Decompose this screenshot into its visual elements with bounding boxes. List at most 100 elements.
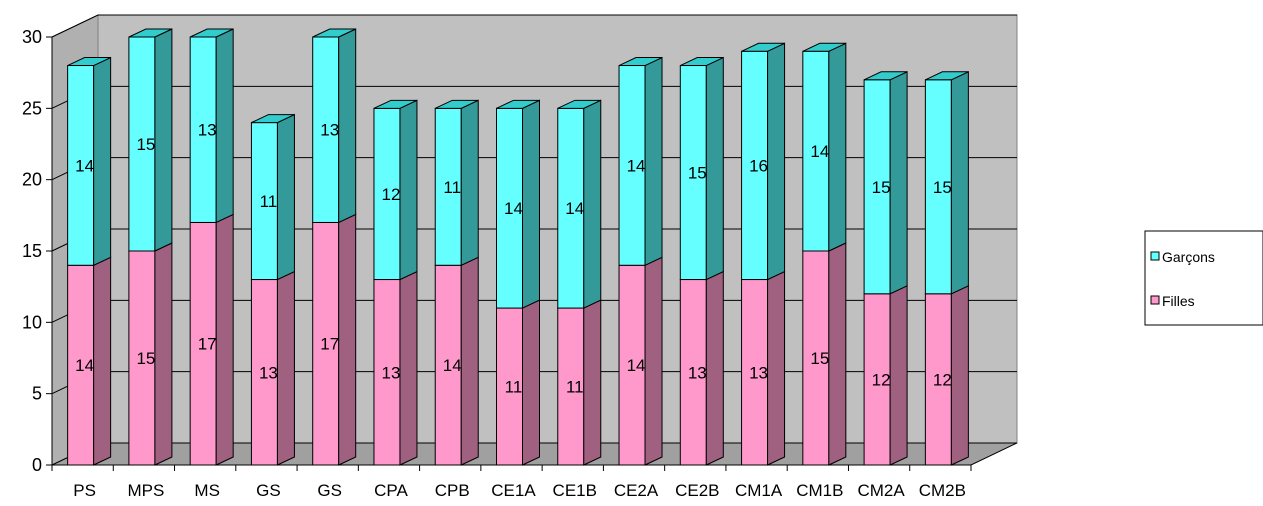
data-label-garçons: 11 — [260, 192, 278, 211]
data-label-filles: 14 — [443, 356, 462, 375]
bar-side-garçons — [889, 71, 908, 295]
y-tick-labels: 0 5 10 15 20 25 30 — [22, 27, 42, 475]
bar-front-garçons — [557, 107, 585, 309]
data-label-garçons: 15 — [688, 164, 707, 183]
bar-top-garçons — [189, 28, 234, 38]
x-category-labels: PS MPS MS GS GS CPA CPB CE1A CE1B CE2A CE2B CM1A CM1… — [73, 481, 966, 500]
bar-side-filles — [338, 213, 357, 466]
bar-front-garçons — [679, 65, 707, 281]
bar-front-garçons — [802, 50, 830, 252]
bar-side-garçons — [705, 56, 724, 281]
bar-top-garçons — [557, 99, 601, 109]
bar-front-garçons — [67, 65, 95, 266]
bar-side-garçons — [399, 99, 418, 281]
y-tick-label: 15 — [22, 241, 42, 261]
data-label-garçons: 13 — [198, 121, 217, 140]
legend-box — [1144, 230, 1263, 326]
bar-front-garçons — [741, 50, 769, 281]
y-tick-label: 20 — [22, 170, 42, 190]
x-category-label: CM1B — [796, 481, 843, 500]
bar-side-garçons — [583, 99, 602, 309]
bar-side-filles — [644, 256, 663, 466]
bar-side-filles — [154, 242, 173, 466]
bar-side-garçons — [276, 113, 295, 281]
data-label-garçons: 13 — [320, 121, 339, 140]
bar-top-garçons — [618, 57, 663, 67]
bar-front-filles — [679, 279, 707, 466]
x-category-label: CM2A — [857, 481, 905, 500]
bar-front-filles — [373, 279, 401, 466]
bar-side-filles — [399, 270, 418, 466]
y-tick-label: 25 — [22, 98, 42, 118]
bar-side-filles — [276, 270, 295, 466]
bar-top-garçons — [680, 57, 724, 67]
data-label-filles: 17 — [320, 335, 339, 354]
bar-top-garçons — [741, 42, 785, 52]
bar-top-garçons — [435, 99, 479, 109]
x-category-label: CPA — [374, 481, 408, 500]
data-label-filles: 12 — [933, 370, 952, 389]
bar-front-garçons — [434, 107, 462, 266]
data-label-filles: 14 — [627, 356, 646, 375]
bar-side-garçons — [215, 28, 234, 224]
bar-top-garçons — [67, 57, 111, 67]
legend-swatch-filles — [1150, 295, 1160, 305]
bar-front-garçons — [312, 36, 340, 223]
data-label-filles: 13 — [259, 363, 278, 382]
y-tick-label: 0 — [32, 455, 42, 475]
data-label-filles: 15 — [136, 349, 155, 368]
x-category-label: MPS — [127, 481, 164, 500]
bar-side-filles — [705, 270, 724, 466]
bar-front-filles — [67, 264, 95, 466]
y-tick-label: 5 — [32, 384, 42, 404]
bar-side-garçons — [460, 99, 479, 267]
data-label-garçons: 14 — [810, 142, 829, 161]
bar-side-garçons — [93, 56, 112, 267]
bar-front-garçons — [863, 79, 891, 295]
bar-front-garçons — [189, 36, 217, 223]
data-label-filles: 11 — [505, 378, 523, 397]
data-label-filles: 13 — [382, 363, 401, 382]
gridline — [51, 14, 1017, 38]
bar-front-filles — [802, 250, 830, 466]
data-label-filles: 13 — [749, 363, 768, 382]
x-category-label: MS — [194, 481, 220, 500]
data-label-garçons: 14 — [75, 156, 94, 175]
x-category-label: PS — [73, 481, 96, 500]
data-label-garçons: 14 — [565, 199, 584, 218]
bar-side-filles — [889, 285, 908, 466]
bar-side-filles — [950, 285, 969, 466]
bar-side-garçons — [522, 99, 540, 309]
bar-top-garçons — [863, 71, 908, 81]
x-category-label: CM2B — [919, 481, 966, 500]
data-label-garçons: 15 — [136, 135, 155, 154]
y-tick-label: 30 — [22, 27, 42, 47]
bar-side-garçons — [154, 28, 173, 252]
x-category-label: CE1A — [491, 481, 536, 500]
bar-front-filles — [863, 293, 891, 466]
bar-front-filles — [741, 279, 769, 466]
bar-top-garçons — [251, 114, 295, 124]
bar-side-garçons — [767, 42, 786, 281]
bar-side-garçons — [338, 28, 357, 224]
data-label-garçons: 11 — [443, 178, 461, 197]
bar-top-garçons — [802, 42, 847, 52]
legend: Garçons Filles — [1144, 230, 1263, 326]
bars: 14 14 15 15 17 13 13 11 17 13 13 12 14 11 11 14 11 14 14 14… — [67, 28, 969, 466]
bar-top-garçons — [925, 71, 969, 81]
x-category-label: CE2A — [614, 481, 659, 500]
legend-label-garçons: Garçons — [1162, 249, 1215, 265]
x-category-label: GS — [317, 481, 342, 500]
data-label-filles: 14 — [75, 356, 94, 375]
bar-front-filles — [189, 221, 217, 466]
bar-side-garçons — [950, 71, 969, 295]
data-label-garçons: 16 — [749, 156, 768, 175]
bar-front-garçons — [618, 65, 646, 266]
legend-label-filles: Filles — [1162, 293, 1195, 309]
bar-side-filles — [583, 299, 602, 466]
data-label-filles: 17 — [198, 335, 217, 354]
y-tick-label: 10 — [22, 312, 42, 332]
data-label-filles: 13 — [688, 363, 707, 382]
data-label-garçons: 15 — [933, 178, 952, 197]
